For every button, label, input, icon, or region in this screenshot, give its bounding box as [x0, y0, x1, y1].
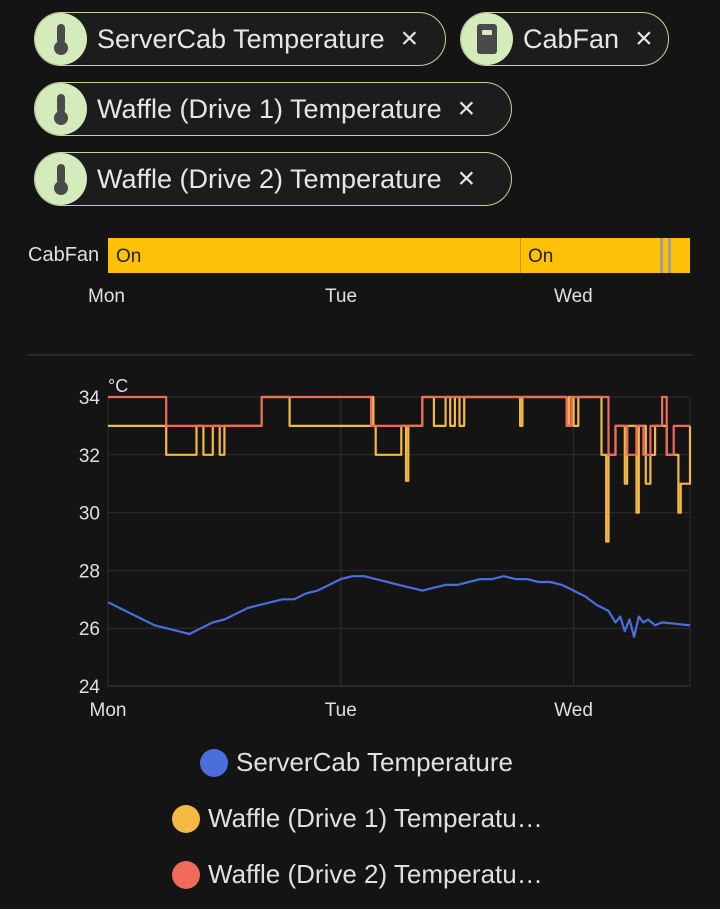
timeline-off-marker — [660, 238, 663, 273]
chip-label: Waffle (Drive 2) Temperature — [97, 163, 442, 194]
x-tick-label: Mon — [90, 700, 127, 721]
close-icon[interactable]: × — [400, 22, 419, 55]
y-tick-label: 32 — [79, 446, 100, 467]
x-tick-label: Wed — [554, 700, 593, 721]
timeline-segment-label: On — [528, 246, 554, 267]
temperature-chart[interactable]: 24 26 28 30 32 34 Mon Tue Wed °C — [0, 360, 720, 730]
legend-dot — [172, 804, 200, 833]
y-tick-label: 34 — [79, 388, 101, 409]
timeline-cabfan: CabFan On On — [0, 236, 720, 276]
thermometer-icon — [35, 83, 87, 135]
section-divider — [28, 354, 692, 356]
chip-servercab-temperature[interactable]: ServerCab Temperature × — [34, 12, 446, 66]
timeline-bar[interactable]: On On — [108, 238, 690, 273]
timeline-tick-wed: Wed — [554, 286, 593, 307]
close-icon[interactable]: × — [457, 92, 476, 125]
close-icon[interactable]: × — [457, 162, 476, 195]
timeline-tick-mon: Mon — [88, 286, 125, 307]
timeline-tick-tue: Tue — [325, 286, 358, 307]
legend-label: Waffle (Drive 1) Temperatu… — [208, 803, 543, 833]
timeline-entity-label: CabFan — [28, 244, 100, 266]
legend-item-waffle-drive1[interactable]: Waffle (Drive 1) Temperatu… — [172, 803, 543, 834]
timeline-off-marker — [668, 238, 671, 273]
legend-label: Waffle (Drive 2) Temperatu… — [208, 859, 543, 889]
x-tick-label: Tue — [325, 700, 357, 721]
chip-label: Waffle (Drive 1) Temperature — [97, 93, 442, 124]
y-tick-label: 30 — [79, 504, 100, 525]
thermometer-icon — [35, 13, 87, 65]
legend-dot — [200, 748, 228, 777]
timeline-segment-divider — [520, 238, 521, 273]
thermometer-icon — [35, 153, 87, 205]
series-line-2 — [108, 395, 690, 456]
series-line-1 — [108, 395, 692, 543]
legend-item-waffle-drive2[interactable]: Waffle (Drive 2) Temperatu… — [172, 859, 543, 890]
series-line-0 — [107, 575, 691, 638]
device-icon — [461, 13, 513, 65]
y-tick-label: 26 — [79, 619, 100, 640]
chip-waffle-drive1-temperature[interactable]: Waffle (Drive 1) Temperature × — [34, 82, 512, 136]
y-tick-label: 24 — [79, 677, 101, 698]
chip-cabfan[interactable]: CabFan × — [460, 12, 669, 66]
legend-dot — [172, 860, 200, 889]
chip-label: CabFan — [523, 23, 620, 54]
chip-label: ServerCab Temperature — [97, 23, 385, 54]
timeline-segment-label: On — [116, 246, 142, 267]
legend-item-servercab[interactable]: ServerCab Temperature — [200, 747, 513, 778]
legend-label: ServerCab Temperature — [236, 747, 513, 777]
close-icon[interactable]: × — [635, 22, 653, 55]
y-unit-label: °C — [108, 376, 128, 396]
chip-waffle-drive2-temperature[interactable]: Waffle (Drive 2) Temperature × — [34, 152, 512, 206]
y-tick-label: 28 — [79, 561, 100, 582]
